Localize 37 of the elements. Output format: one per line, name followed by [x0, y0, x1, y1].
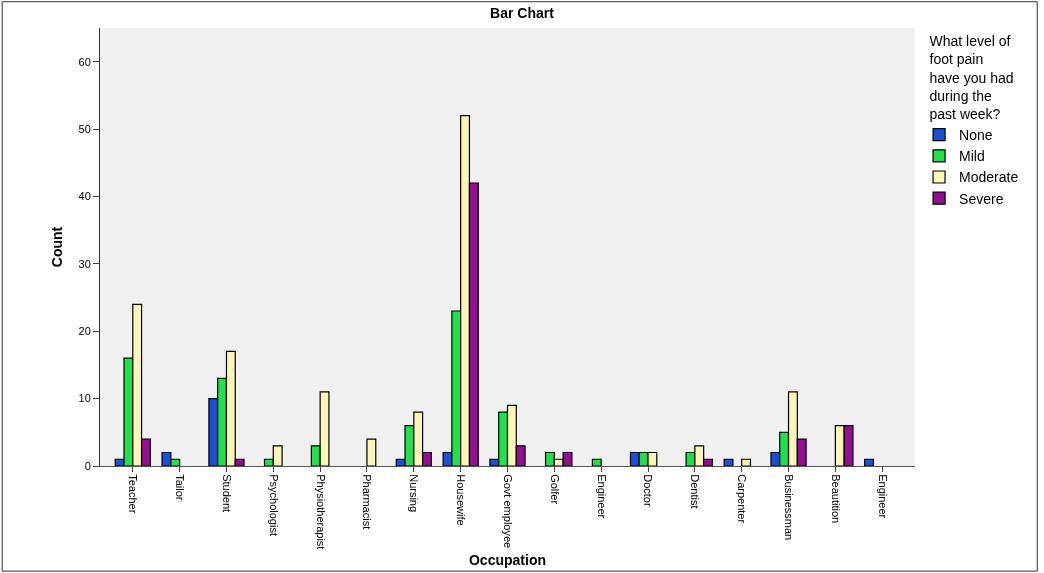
- x-tick-label: Tailor: [174, 474, 187, 501]
- bar: [741, 458, 752, 466]
- chart-title: Bar Chart: [490, 5, 555, 22]
- y-axis-title: Count: [49, 226, 65, 268]
- x-tick-label: Businessman: [782, 474, 795, 541]
- x-tick-label: Housewife: [455, 474, 468, 526]
- x-tick-label: Govt employee: [501, 474, 514, 549]
- y-tick-label: 20: [78, 325, 91, 338]
- x-tick-label: Golfer: [548, 474, 561, 505]
- x-axis-title: Occupation: [468, 551, 547, 568]
- bar: [723, 458, 734, 466]
- y-tick-label: 30: [78, 257, 91, 270]
- x-tick-label: Teacher: [127, 474, 140, 514]
- x-tick-label: Dentist: [689, 474, 702, 509]
- legend-label: Moderate: [959, 169, 1019, 186]
- x-tick-label: Nursing: [408, 474, 421, 513]
- y-tick-label: 40: [78, 190, 91, 203]
- bar: [864, 458, 875, 466]
- legend-title: What level of foot pain have you had during the past week?: [929, 33, 1014, 122]
- x-tick-label: Pharmacist: [361, 474, 374, 530]
- bar: [366, 438, 377, 466]
- legend-label: Mild: [959, 148, 985, 165]
- x-tick-label: Student: [220, 474, 233, 513]
- x-tick-label: Beautition: [829, 474, 842, 524]
- x-tick-label: Engineer: [595, 474, 608, 519]
- x-tick-label: Psychologist: [267, 474, 280, 536]
- bar: [591, 458, 602, 466]
- x-tick-label: Doctor: [642, 474, 655, 507]
- y-tick-label: 0: [84, 459, 91, 472]
- x-tick-label: Carpenter: [736, 474, 749, 524]
- legend-label: Severe: [959, 190, 1004, 207]
- y-tick-label: 60: [78, 55, 91, 68]
- x-tick-label: Engineer: [876, 474, 889, 519]
- x-tick-label: Physiotherapist: [314, 474, 327, 550]
- legend-label: None: [959, 127, 993, 144]
- y-tick-label: 10: [78, 392, 91, 405]
- y-tick-label: 50: [78, 122, 91, 135]
